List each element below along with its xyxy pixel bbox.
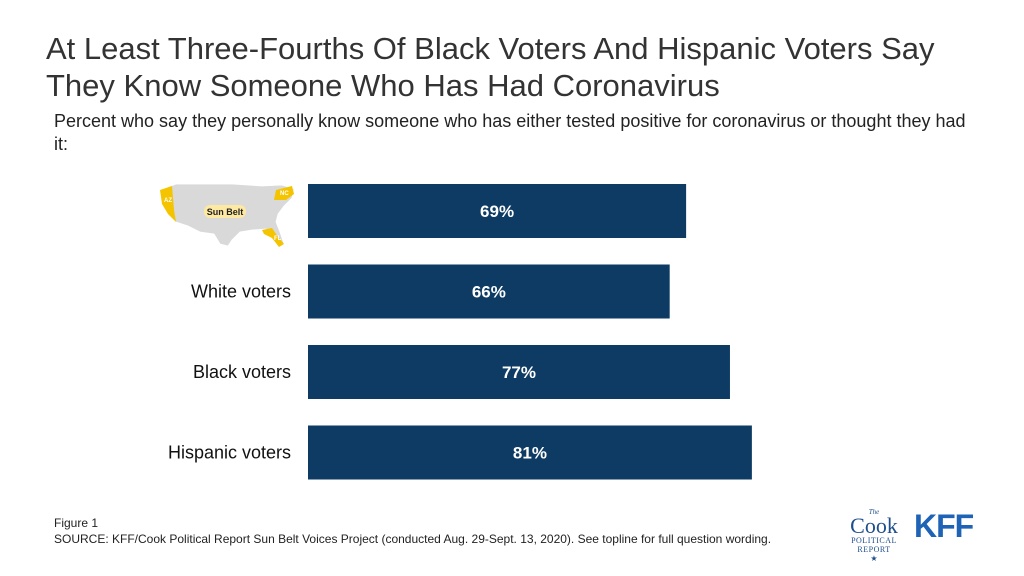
az-state-label: AZ bbox=[164, 198, 172, 204]
cook-political-report-logo: The Cook POLITICAL REPORT ★ bbox=[846, 508, 902, 563]
category-label-2: Black voters bbox=[193, 362, 291, 382]
source-note: SOURCE: KFF/Cook Political Report Sun Be… bbox=[54, 532, 772, 546]
bar-value-label-0: 69% bbox=[480, 202, 514, 221]
bar-value-label-2: 77% bbox=[502, 363, 536, 382]
sun-belt-map-icon: AZ NC FL Sun Belt bbox=[159, 183, 295, 247]
az-shape bbox=[160, 186, 176, 222]
sun-belt-badge bbox=[204, 205, 246, 218]
bar-2 bbox=[308, 345, 730, 399]
fl-shape bbox=[262, 228, 284, 247]
sun-belt-badge-label: Sun Belt bbox=[207, 207, 244, 217]
nc-shape bbox=[274, 186, 294, 200]
chart-title: At Least Three-Fourths Of Black Voters A… bbox=[46, 31, 935, 103]
bar-3 bbox=[308, 425, 752, 480]
bars-group: 69% 66% White voters 77% Black voters 81% Hisp… bbox=[168, 184, 752, 480]
chart-subtitle: Percent who say they personally know som… bbox=[54, 111, 966, 154]
bar-chart: AZ NC FL Sun Belt 69% 66% White voters 77% B… bbox=[159, 183, 752, 480]
figure-label: Figure 1 bbox=[54, 516, 99, 530]
star-icon: ★ bbox=[870, 554, 878, 563]
nc-state-label: NC bbox=[280, 191, 289, 197]
fl-state-label: FL bbox=[274, 236, 282, 242]
bar-value-label-3: 81% bbox=[513, 444, 547, 463]
bar-value-label-1: 66% bbox=[472, 283, 506, 302]
bar-1 bbox=[308, 264, 670, 319]
category-label-1: White voters bbox=[191, 282, 291, 302]
category-label-3: Hispanic voters bbox=[168, 443, 291, 463]
bar-0 bbox=[308, 184, 687, 238]
kff-logo: KFF bbox=[914, 508, 974, 544]
